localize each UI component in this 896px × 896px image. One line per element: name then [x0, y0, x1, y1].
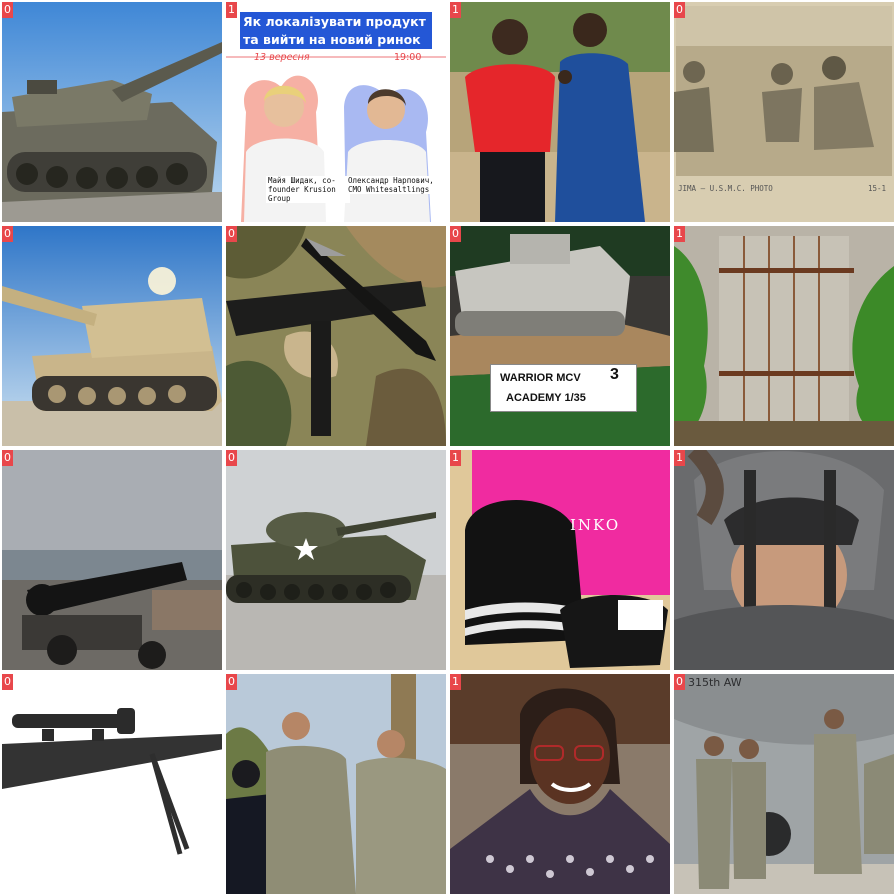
- tile-smiling-woman[interactable]: 1: [450, 674, 670, 894]
- model-card-line1: WARRIOR MCV: [500, 372, 581, 384]
- tile-webinar-poster[interactable]: Як локалізувати продукт та вийти на нови…: [226, 2, 446, 222]
- photo-number: 15-1: [868, 184, 887, 193]
- tile-rifle[interactable]: 0: [2, 674, 222, 894]
- rifle-image: [2, 674, 222, 894]
- coastal-cannon-image: [2, 450, 222, 670]
- label-badge: 1: [226, 2, 237, 18]
- speaker1-caption: Майя Шидак, co-founder Krusion Group: [266, 176, 350, 203]
- tile-tank[interactable]: 0: [2, 2, 222, 222]
- model-label-card: [490, 364, 637, 412]
- tile-howitzer[interactable]: 0: [2, 226, 222, 446]
- howitzer-image: [2, 226, 222, 446]
- label-badge: 0: [226, 450, 237, 466]
- label-badge: 1: [674, 450, 685, 466]
- tile-hat-gloves[interactable]: INKO 1: [450, 450, 670, 670]
- tile-two-young-men[interactable]: 1: [450, 2, 670, 222]
- tile-soldiers-handshake[interactable]: 0: [226, 674, 446, 894]
- tank-image: [2, 2, 222, 222]
- tile-smg-knife[interactable]: 0: [226, 226, 446, 446]
- label-badge: 0: [2, 226, 13, 242]
- tile-model-vehicle[interactable]: WARRIOR MCV 3 ACADEMY 1/35 0: [450, 226, 670, 446]
- label-badge: 1: [450, 674, 461, 690]
- photo-caption: JIMA — U.S.M.C. PHOTO: [678, 184, 773, 193]
- label-badge: 0: [2, 450, 13, 466]
- label-badge: 0: [226, 674, 237, 690]
- two-men-image: [450, 2, 670, 222]
- model-card-line2: ACADEMY 1/35: [506, 392, 586, 404]
- hat-gloves-image: [450, 450, 670, 670]
- tile-tank-street[interactable]: 0: [226, 450, 446, 670]
- tile-ww2-photo[interactable]: JIMA — U.S.M.C. PHOTO 15-1 0: [674, 2, 894, 222]
- poster-time: 19:00: [394, 52, 422, 63]
- tank-street-image: [226, 450, 446, 670]
- tile-wooden-door[interactable]: 1: [674, 226, 894, 446]
- child-helmet-image: [674, 450, 894, 670]
- soldiers-handshake-image: [226, 674, 446, 894]
- speaker2-caption: Олександр Нарпович, CMO Whitesaltlings: [346, 176, 436, 194]
- bag-logo-text: INKO: [570, 516, 621, 534]
- tile-child-helmet[interactable]: 1: [674, 450, 894, 670]
- poster-title-line1: Як локалізувати продукт: [240, 12, 432, 31]
- poster-date: 13 вересня: [254, 52, 310, 63]
- tile-coastal-cannon[interactable]: 0: [2, 450, 222, 670]
- tile-soldiers-aircraft[interactable]: 315th AW 0: [674, 674, 894, 894]
- aircraft-tail-text: 315th AW: [688, 676, 742, 689]
- poster-title-line2: та вийти на новий ринок: [240, 30, 432, 49]
- smiling-woman-image: [450, 674, 670, 894]
- model-card-number: 3: [610, 366, 619, 383]
- label-badge: 1: [450, 2, 461, 18]
- label-badge: 1: [450, 450, 461, 466]
- label-badge: 1: [674, 226, 685, 242]
- ww2-photo-image: [674, 2, 894, 222]
- label-badge: 0: [2, 674, 13, 690]
- model-vehicle-image: [450, 226, 670, 446]
- label-badge: 0: [2, 2, 13, 18]
- label-badge: 0: [226, 226, 237, 242]
- wooden-door-image: [674, 226, 894, 446]
- label-badge: 0: [674, 2, 685, 18]
- label-badge: 0: [450, 226, 461, 242]
- soldiers-aircraft-image: [674, 674, 894, 894]
- smg-knife-image: [226, 226, 446, 446]
- label-badge: 0: [674, 674, 685, 690]
